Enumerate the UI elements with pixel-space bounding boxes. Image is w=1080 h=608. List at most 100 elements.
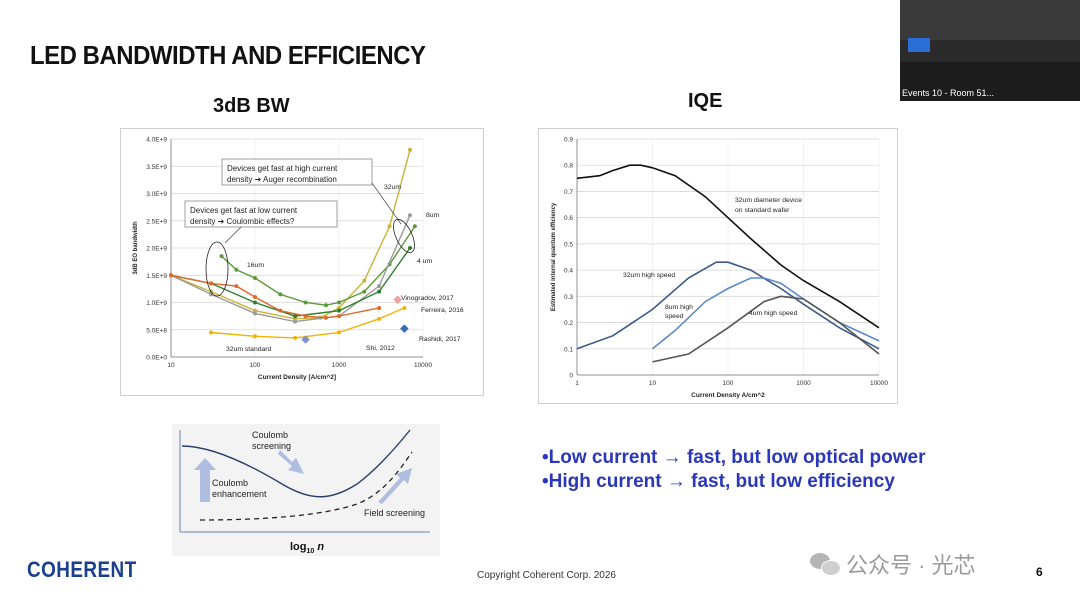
iqe-x-tick-label: 1: [575, 380, 579, 387]
bw-data-point: [337, 300, 341, 305]
bw-series-label: Ferreira, 2016: [421, 307, 464, 314]
bw-data-point: [253, 311, 257, 316]
bw-series-label: 32um: [384, 184, 401, 191]
bw-annotation-text: Devices get fast at low current: [190, 206, 298, 215]
bw-y-tick-label: 1.0E+9: [146, 300, 167, 307]
video-backdrop: [900, 0, 1080, 40]
bw-data-point: [209, 330, 214, 335]
bw-x-axis-label: Current Density [A/cm^2]: [258, 373, 336, 381]
bw-data-point: [219, 254, 224, 259]
watermark-text: 公众号 · 光芯: [846, 553, 976, 578]
bullet-2: •High current → fast, but low efficiency: [542, 471, 895, 492]
bullet-list: •Low current → fast, but low optical pow…: [542, 446, 926, 494]
iqe-chart: 0 0.1 0.2 0.3 0.4 0.5 0.6 0.7 0.8 0.9 1 10 100 1000 10…: [538, 128, 898, 404]
sketch-label-enhancement-1: Coulomb: [212, 478, 248, 488]
bw-y-tick-label: 3.0E+9: [146, 191, 167, 198]
bw-annotation-text: density ➔ Coulombic effects?: [190, 217, 295, 226]
bw-data-point: [407, 246, 412, 250]
footer-copyright: Copyright Coherent Corp. 2026: [477, 570, 616, 581]
bw-data-point: [209, 281, 214, 286]
bw-annotation-leader-auger: [371, 182, 402, 225]
bw-data-point: [253, 334, 257, 339]
bandwidth-chart: 0.0E+0 5.0E+8 1.0E+9 1.5E+9 2.0E+9 2.5E+9 3.0E…: [120, 128, 484, 396]
iqe-y-tick-label: 0.8: [564, 163, 573, 170]
iqe-y-tick-label: 0.7: [564, 189, 573, 196]
iqe-series-line-0: [576, 164, 880, 329]
bw-data-point: [278, 292, 283, 297]
bw-data-point: [323, 303, 328, 308]
iqe-series-label: 32um high speed: [623, 272, 675, 279]
video-audience: [900, 62, 1080, 101]
iqe-x-tick-label: 100: [723, 380, 734, 387]
sketch-arrow-down: [278, 450, 304, 474]
bw-data-point: [337, 314, 341, 319]
slide-title: LED BANDWIDTH AND EFFICIENCY: [30, 40, 426, 70]
sketch-arrow-up: [194, 458, 216, 502]
bw-data-point: [234, 284, 239, 289]
sketch-label-field: Field screening: [364, 508, 425, 518]
iqe-chart-svg: 0 0.1 0.2 0.3 0.4 0.5 0.6 0.7 0.8 0.9 1 10 100 1000 10…: [551, 137, 888, 400]
bw-data-point: [362, 289, 367, 294]
bw-series-line-5: [211, 307, 405, 339]
bw-y-tick-label: 0.0E+0: [146, 355, 167, 362]
bw-data-point: [362, 278, 367, 283]
wechat-icon: [810, 551, 841, 577]
bw-series-line-2: [170, 215, 411, 323]
iqe-y-tick-label: 0.2: [564, 320, 573, 327]
video-screen-logo: [908, 38, 930, 52]
sketch-label-screening-1: Coulomb: [252, 430, 288, 440]
bw-data-point: [407, 213, 412, 218]
iqe-y-tick-label: 0.1: [564, 346, 573, 353]
bw-data-point: [253, 300, 257, 305]
iqe-x-tick-label: 10: [649, 380, 657, 387]
bw-marker-2: [400, 324, 409, 333]
bw-marker-0: [393, 295, 402, 305]
bw-data-point: [209, 292, 214, 297]
bandwidth-chart-svg: 0.0E+0 5.0E+8 1.0E+9 1.5E+9 2.0E+9 2.5E+9 3.0E…: [133, 137, 464, 382]
iqe-y-tick-label: 0: [569, 373, 573, 380]
bw-data-point: [377, 316, 382, 321]
bw-data-point: [337, 308, 341, 313]
coherent-logo: COHERENT: [27, 557, 137, 582]
bw-y-axis-label: 3dB EO bandwidth: [133, 221, 139, 275]
bw-annotation-box-auger: [221, 158, 373, 186]
bw-y-tick-label: 2.5E+9: [146, 218, 167, 225]
bw-series-label: 32um standard: [226, 346, 272, 353]
bw-data-point: [323, 315, 328, 320]
bw-marker-label: Vinogradov, 2017: [401, 295, 454, 302]
sketch-label-enhancement-2: enhancement: [212, 489, 267, 499]
bw-series-label: 8um: [426, 212, 440, 219]
bw-annotation-box-coulomb: [184, 200, 338, 228]
sketch-arrow-field: [378, 468, 412, 504]
iqe-series-line-3: [652, 295, 880, 363]
right-heading: IQE: [688, 90, 723, 112]
bw-data-point: [293, 314, 298, 319]
page-number: 6: [1036, 565, 1043, 579]
bw-x-tick-label: 10000: [414, 362, 432, 369]
video-thumbnail[interactable]: Events 10 - Room 51...: [900, 0, 1080, 101]
iqe-series-label: 4um high speed: [749, 310, 798, 317]
bw-data-point: [253, 275, 257, 280]
bw-x-tick-label: 1000: [332, 362, 347, 369]
bw-data-point: [278, 308, 283, 313]
bw-x-tick-label: 10: [167, 362, 175, 369]
bw-data-point: [402, 305, 407, 310]
iqe-y-tick-label: 0.9: [564, 137, 573, 144]
bw-data-point: [293, 319, 298, 324]
bw-series-label: 4 um: [417, 258, 432, 265]
bw-data-point: [377, 289, 382, 294]
bw-x-tick-label: 100: [250, 362, 261, 369]
bw-data-point: [234, 267, 239, 272]
iqe-x-axis-label: Current Density A/cm^2: [691, 391, 765, 399]
bw-y-tick-label: 4.0E+9: [146, 137, 167, 144]
sketch-solid-curve: [181, 429, 411, 498]
bw-data-point: [377, 305, 382, 310]
iqe-series-label-8um: 8um high: [665, 304, 693, 311]
iqe-x-tick-label: 1000: [796, 380, 811, 387]
bw-data-point: [407, 147, 412, 152]
bw-y-tick-label: 2.0E+9: [146, 246, 167, 253]
bw-series-line-1: [221, 225, 416, 306]
bw-annotation-leader-coulomb: [224, 226, 242, 244]
bw-marker-1: [301, 335, 310, 344]
bw-data-point: [387, 224, 392, 229]
